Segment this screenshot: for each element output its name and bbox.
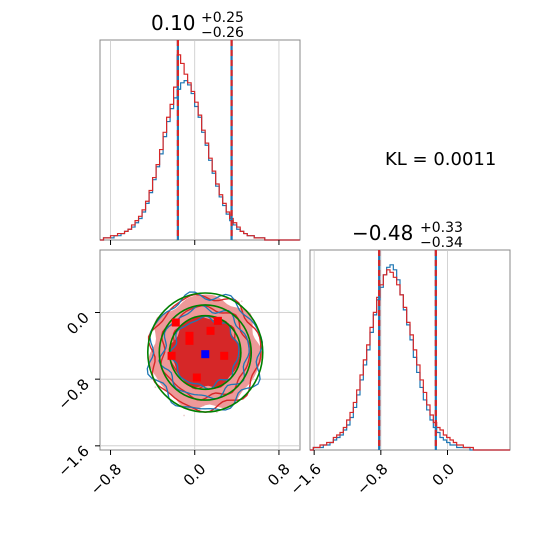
red-square-marker: [171, 318, 180, 327]
x-tick-label: 0.0: [180, 460, 210, 490]
kl-divergence-label: KL = 0.0011: [385, 149, 496, 170]
blue-histogram-series: [100, 80, 300, 241]
param1-upper-error: +0.25: [201, 10, 244, 26]
param1-title: 0.10: [151, 11, 196, 35]
x-tick-label: −0.8: [353, 460, 391, 498]
param2-title: −0.48: [352, 221, 413, 245]
right-marginal-panel: −1.6 −0.8 0.0: [286, 249, 511, 499]
joint-contour-panel: −0.8 0.0 0.8−1.6−0.80.0: [54, 249, 301, 499]
green-contour-ellipse: [158, 304, 253, 401]
y-tick-label: 0.0: [63, 309, 93, 339]
param2-upper-error: +0.33: [420, 220, 463, 236]
panel-frame: [309, 249, 511, 451]
param1-lower-error: −0.26: [201, 25, 244, 41]
green-contour-ellipse: [146, 292, 264, 413]
red-square-marker: [185, 331, 194, 340]
panel-frame: [99, 249, 301, 451]
blue-square-marker: [201, 350, 210, 359]
y-tick-label: −0.8: [54, 375, 92, 413]
sample-point: [240, 300, 243, 303]
red-square-marker: [220, 351, 229, 360]
red-square-marker: [185, 336, 194, 345]
red-square-marker: [213, 316, 222, 325]
red-histogram-series: [310, 269, 510, 451]
sample-point: [154, 386, 157, 389]
red-histogram-series: [100, 54, 300, 241]
blue-histogram-series: [310, 264, 510, 451]
red-square-marker: [192, 373, 201, 382]
x-tick-label: −1.6: [286, 460, 324, 498]
red-square-marker: [167, 351, 176, 360]
sample-point: [183, 414, 185, 417]
x-tick-label: 0.0: [429, 460, 459, 490]
param2-lower-error: −0.34: [420, 235, 463, 251]
panel-frame: [99, 39, 301, 241]
param1-median: 0.10: [151, 11, 196, 35]
x-tick-label: −0.8: [87, 460, 125, 498]
top-marginal-panel: [99, 39, 301, 245]
param2-median: −0.48: [352, 221, 413, 245]
red-square-marker: [206, 326, 215, 335]
y-tick-label: −1.6: [54, 442, 92, 480]
